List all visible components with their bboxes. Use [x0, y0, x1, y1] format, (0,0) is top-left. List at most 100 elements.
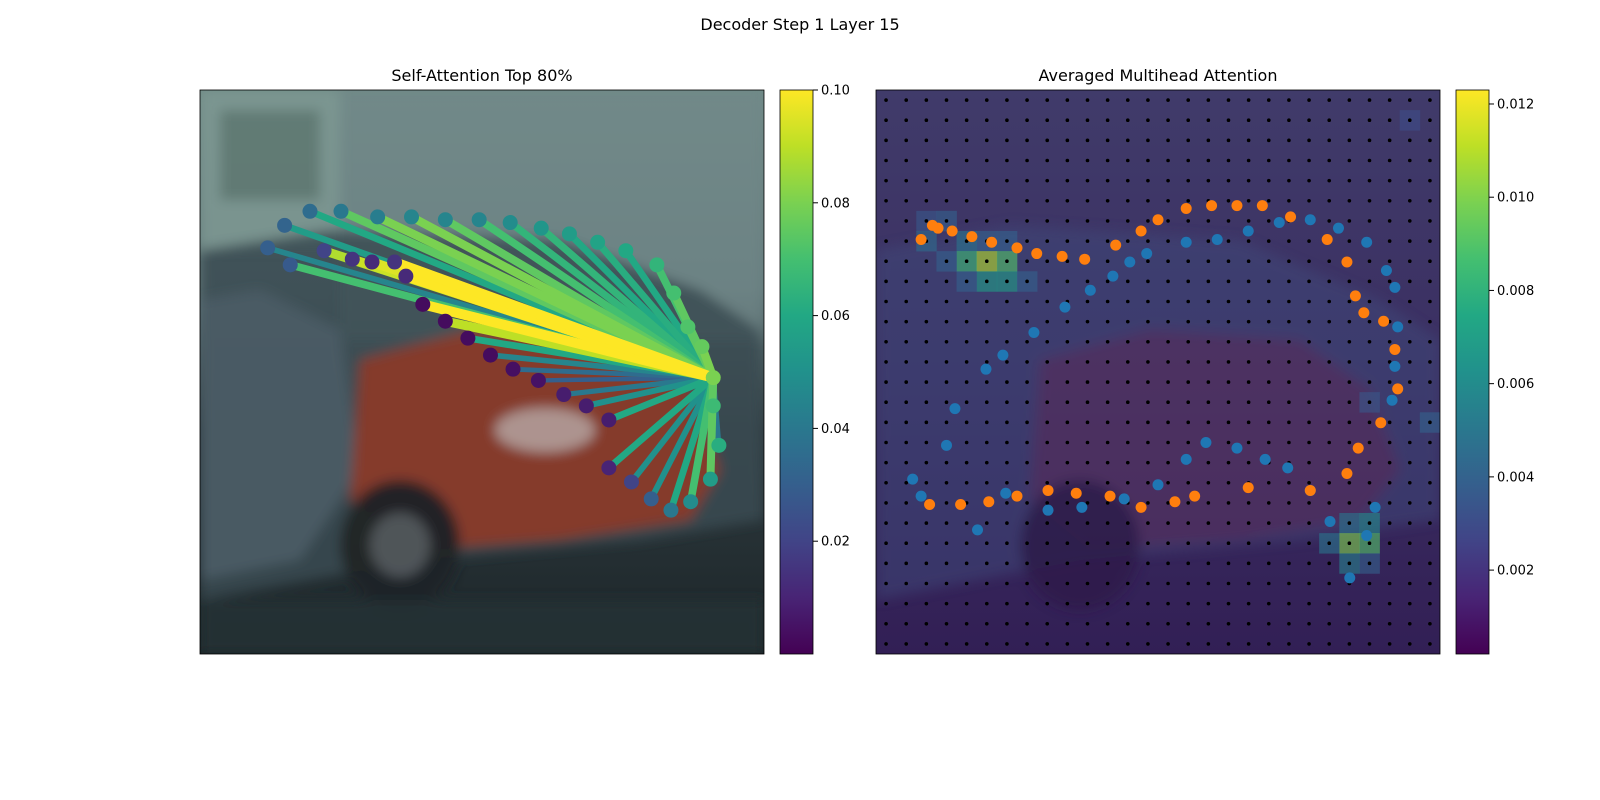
grid-dot: [904, 219, 909, 223]
grid-dot: [984, 581, 989, 586]
colorbar-tick-label: 0.04: [821, 422, 850, 437]
grid-dot: [1367, 480, 1372, 485]
contour-point: [530, 372, 546, 388]
grid-dot: [1125, 178, 1130, 183]
grid-dot: [944, 339, 949, 344]
grid-dot: [964, 98, 969, 102]
grid-dot: [1226, 561, 1231, 566]
grid-dot: [1347, 380, 1352, 384]
grid-dot: [1166, 420, 1170, 425]
grid-dot: [964, 440, 969, 445]
grid-dot: [1246, 420, 1251, 425]
grid-dot: [1166, 440, 1170, 445]
grid-dot: [1005, 642, 1009, 646]
grid-dot: [1347, 360, 1352, 364]
series-point: [1344, 572, 1356, 584]
grid-dot: [1025, 621, 1029, 626]
grid-dot: [1387, 480, 1392, 485]
grid-dot: [964, 279, 969, 284]
colorbar-tick-label: 0.006: [1497, 377, 1534, 392]
grid-dot: [1246, 440, 1251, 445]
grid-dot: [904, 642, 909, 646]
grid-dot: [1266, 480, 1271, 485]
grid-dot: [1005, 158, 1009, 163]
grid-dot: [1246, 118, 1251, 123]
grid-dot: [1226, 299, 1231, 304]
grid-dot: [1105, 319, 1110, 324]
grid-dot: [1105, 198, 1110, 203]
grid-dot: [984, 299, 989, 304]
grid-dot: [1407, 319, 1412, 324]
grid-dot: [884, 400, 888, 405]
grid-dot: [964, 561, 969, 566]
grid-dot: [1367, 98, 1372, 102]
grid-dot: [1428, 460, 1432, 465]
grid-dot: [1387, 501, 1392, 505]
series-point: [1341, 256, 1353, 268]
grid-dot: [1065, 561, 1070, 566]
grid-dot: [1407, 360, 1412, 364]
series-point: [915, 233, 927, 245]
grid-dot: [1186, 339, 1191, 344]
grid-dot: [1226, 339, 1231, 344]
grid-dot: [1166, 400, 1170, 405]
grid-dot: [1166, 219, 1170, 223]
series-point: [980, 363, 992, 375]
grid-dot: [1085, 440, 1090, 445]
series-point: [1056, 250, 1068, 262]
grid-dot: [1327, 138, 1332, 143]
grid-dot: [1307, 400, 1311, 405]
grid-dot: [1166, 158, 1170, 163]
grid-dot: [1387, 339, 1392, 344]
grid-dot: [1428, 480, 1432, 485]
grid-dot: [1367, 561, 1372, 566]
grid-dot: [1045, 601, 1050, 606]
grid-dot: [1428, 380, 1432, 384]
grid-dot: [1287, 239, 1291, 243]
grid-dot: [1045, 561, 1050, 566]
grid-dot: [1125, 380, 1130, 384]
grid-dot: [1246, 319, 1251, 324]
grid-dot: [1146, 178, 1150, 183]
grid-dot: [1387, 299, 1392, 304]
grid-dot: [1428, 178, 1432, 183]
grid-dot: [1347, 138, 1352, 143]
grid-dot: [1327, 299, 1332, 304]
attention-line: [538, 225, 716, 381]
grid-dot: [884, 642, 888, 646]
grid-dot: [904, 299, 909, 304]
grid-dot: [1246, 198, 1251, 203]
grid-dot: [1327, 178, 1332, 183]
contour-point: [623, 474, 639, 490]
grid-dot: [1428, 319, 1432, 324]
series-point: [1259, 453, 1271, 465]
grid-dot: [1085, 118, 1090, 123]
grid-dot: [1428, 239, 1432, 243]
grid-dot: [1266, 118, 1271, 123]
right-panel-title: Averaged Multihead Attention: [1039, 66, 1278, 85]
grid-dot: [984, 339, 989, 344]
grid-dot: [1025, 198, 1029, 203]
grid-dot: [884, 158, 888, 163]
grid-dot: [1266, 158, 1271, 163]
grid-dot: [1367, 380, 1372, 384]
grid-dot: [904, 440, 909, 445]
grid-dot: [924, 380, 929, 384]
grid-dot: [1327, 541, 1332, 546]
grid-dot: [1065, 158, 1070, 163]
right-colorbar: 0.002 0.004 0.006 0.008 0.010 0.012: [1455, 89, 1534, 655]
grid-dot: [1226, 460, 1231, 465]
grid-dot: [964, 158, 969, 163]
grid-dot: [1186, 319, 1191, 324]
grid-dot: [1307, 501, 1311, 505]
grid-dot: [1226, 138, 1231, 143]
grid-dot: [1005, 118, 1009, 123]
series-point: [1349, 290, 1361, 302]
grid-dot: [1428, 521, 1432, 525]
grid-dot: [924, 158, 929, 163]
grid-dot: [1266, 319, 1271, 324]
grid-dot: [1166, 339, 1170, 344]
grid-dot: [1186, 98, 1191, 102]
grid-dot: [924, 198, 929, 203]
